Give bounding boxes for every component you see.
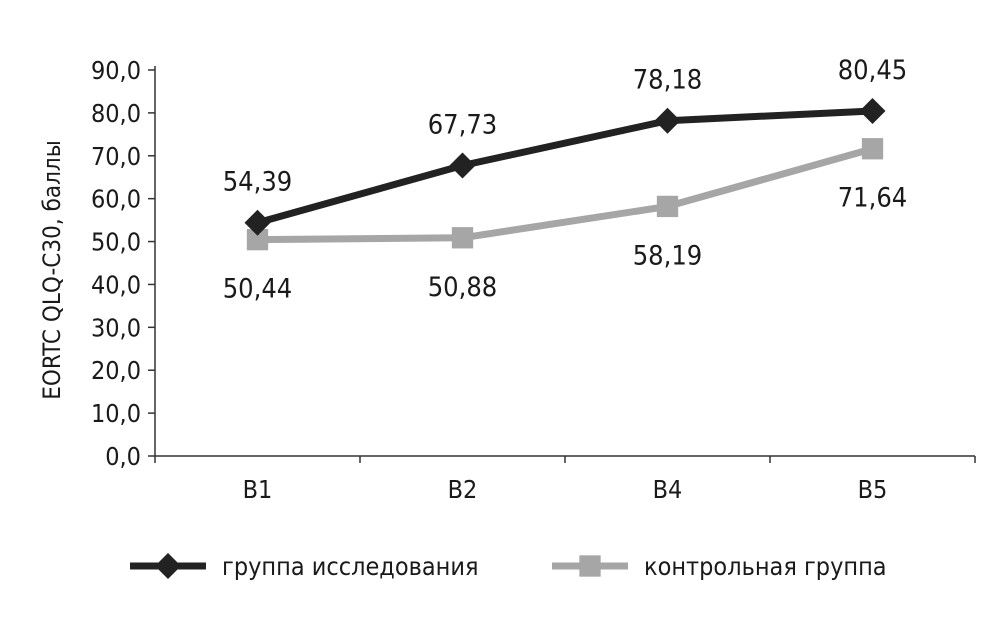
square-marker	[579, 555, 601, 577]
legend-item-0: группа исследования	[130, 552, 479, 581]
series-1	[246, 138, 884, 251]
y-tick-label: 80,0	[91, 99, 141, 128]
y-tick-label: 70,0	[91, 142, 141, 171]
square-marker	[246, 229, 269, 251]
x-tick-label: B1	[243, 475, 273, 504]
series-line	[256, 107, 873, 227]
y-tick-label: 10,0	[91, 399, 141, 428]
legend: группа исследования контрольная группа	[130, 552, 887, 581]
x-tick-label: B5	[858, 475, 888, 504]
y-tick-label: 0,0	[105, 442, 141, 471]
x-tick-label: B4	[653, 475, 683, 504]
x-tick-label: B2	[448, 475, 478, 504]
square-marker	[656, 195, 679, 218]
data-label: 71,64	[838, 183, 908, 214]
data-label: 67,73	[428, 110, 498, 141]
square-marker	[861, 138, 884, 160]
data-label: 54,39	[223, 167, 293, 198]
square-marker	[451, 227, 474, 249]
data-label: 50,88	[428, 272, 498, 303]
legend-label: группа исследования	[222, 552, 479, 581]
axes: 0,0 10,0 20,0 30,0 40,0 50,0 60,0 70,0 80,0 90,0 B…	[91, 56, 976, 504]
data-label: 78,18	[633, 65, 703, 96]
y-tick-label: 30,0	[91, 313, 141, 342]
y-axis-title: EORTC QLQ-C30, баллы	[38, 140, 66, 400]
series-layer: 54,39 67,73 78,18 80,45 50,44 50,88 58,19 71,64	[223, 55, 908, 305]
diamond-marker	[859, 97, 886, 124]
data-label: 50,44	[223, 274, 293, 305]
data-label: 58,19	[633, 240, 703, 271]
y-tick-label: 90,0	[91, 56, 141, 85]
diamond-marker	[449, 152, 476, 179]
y-tick-label: 60,0	[91, 185, 141, 214]
y-tick-label: 50,0	[91, 228, 141, 257]
series-0	[244, 97, 886, 236]
diamond-marker	[654, 107, 681, 134]
data-label: 80,45	[838, 55, 908, 86]
legend-item-1: контрольная группа	[552, 552, 887, 581]
y-tick-label: 40,0	[91, 270, 141, 299]
series-line	[257, 145, 874, 244]
y-tick-label: 20,0	[91, 356, 141, 385]
diamond-marker	[155, 553, 181, 579]
diamond-marker	[244, 209, 271, 236]
legend-label: контрольная группа	[644, 552, 887, 581]
